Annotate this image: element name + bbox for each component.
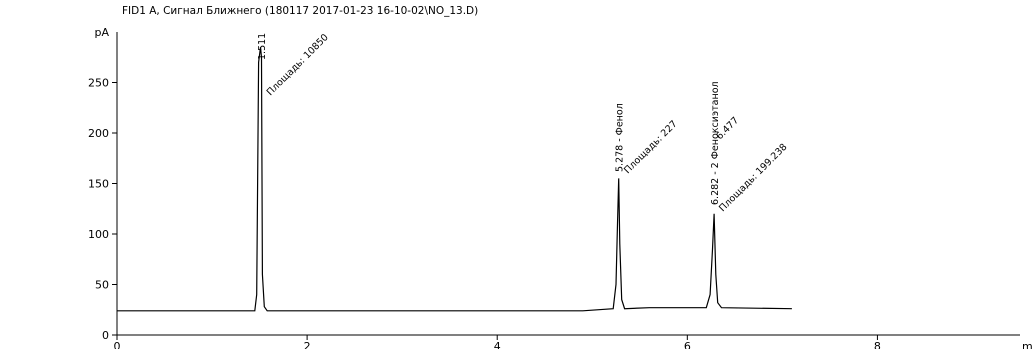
x-axis-unit: min xyxy=(1022,340,1032,349)
y-tick-label: 250 xyxy=(88,77,109,90)
x-tick-label: 8 xyxy=(874,340,881,349)
peak-area-label: Площадь: 10850 xyxy=(265,32,331,98)
y-tick-label: 50 xyxy=(95,279,109,292)
chart-title: FID1 A, Сигнал Ближнего (180117 2017-01-… xyxy=(122,5,478,17)
peak-area-label: Площадь: 199.238 xyxy=(717,142,789,214)
x-tick-label: 2 xyxy=(304,340,311,349)
y-tick-label: 0 xyxy=(102,329,109,342)
axes: 0 50 100 150 200 250 pA 0 2 4 6 8 min xyxy=(88,26,1032,349)
y-tick-label: 100 xyxy=(88,228,109,241)
signal-curve xyxy=(117,47,792,312)
x-tick-label: 4 xyxy=(494,340,501,349)
signal-line xyxy=(117,47,792,312)
x-tick-label: 6 xyxy=(684,340,691,349)
peak-time-label: 5.278 - Фенол xyxy=(615,103,626,172)
peak-area-label: Площадь: 227 xyxy=(622,119,680,177)
y-tick-label: 150 xyxy=(88,178,109,191)
y-axis-unit: pA xyxy=(94,26,109,39)
peak-time-label: 6.282 - 2 Феноксиэтанол xyxy=(710,81,721,205)
y-tick-label: 200 xyxy=(88,127,109,140)
x-tick-label: 0 xyxy=(114,340,121,349)
peak-time-label: 1.511 xyxy=(257,33,268,60)
